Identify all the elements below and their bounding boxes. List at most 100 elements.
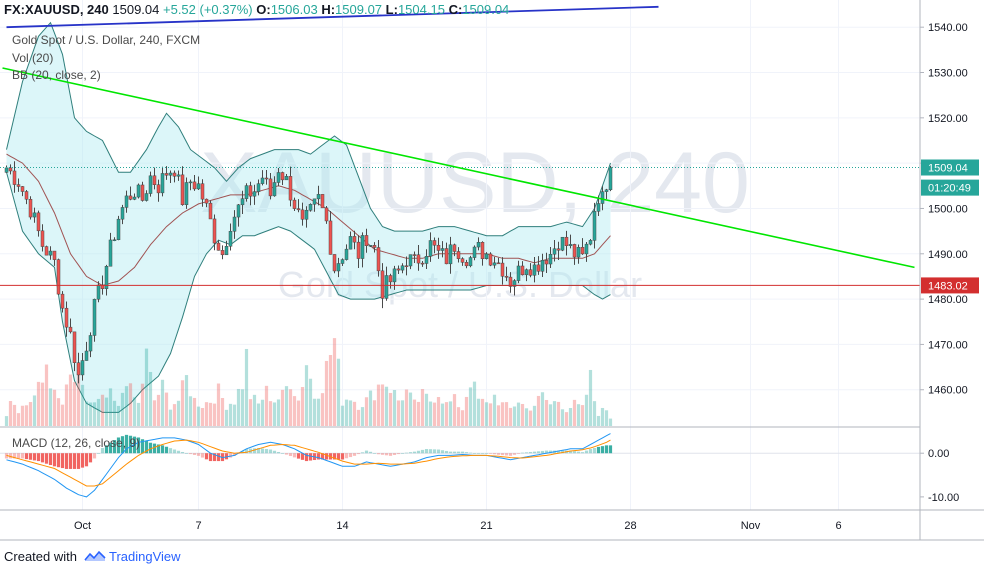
price-label-line: 1483.02	[921, 277, 979, 294]
macd-histogram-bar	[140, 439, 145, 454]
macd-histogram-bar	[572, 451, 577, 454]
volume-bar	[40, 382, 45, 426]
macd-histogram-bar	[80, 453, 85, 468]
candle-body	[516, 265, 521, 281]
macd-histogram-bar	[264, 449, 269, 454]
candle	[296, 199, 301, 213]
candle	[332, 254, 337, 274]
volume-bar	[232, 404, 237, 426]
trendline-blue	[6, 5, 659, 29]
volume-legend[interactable]: Vol (20)	[12, 51, 54, 65]
candle-body	[184, 182, 189, 205]
candle-body	[292, 199, 297, 209]
candle-body	[392, 268, 397, 283]
macd-histogram-bar	[244, 449, 249, 454]
price-change: +5.52 (+0.37%)	[163, 2, 253, 17]
candle-body	[192, 181, 197, 190]
macd-histogram-bar	[268, 449, 273, 454]
macd-histogram-bar	[560, 450, 565, 454]
macd-histogram-bar	[104, 445, 109, 454]
volume-bar	[576, 404, 581, 426]
volume-bar	[304, 365, 309, 426]
candle-body	[548, 253, 553, 265]
candle	[168, 170, 173, 184]
tradingview-brand[interactable]: TradingView	[109, 549, 181, 564]
candle-body	[172, 172, 177, 177]
volume-bar	[176, 400, 181, 426]
candle	[400, 263, 405, 274]
volume-bar	[580, 405, 585, 426]
volume-bar	[88, 402, 93, 426]
candle-body	[4, 167, 9, 173]
candle-body	[340, 259, 345, 264]
macd-histogram-bar	[528, 451, 533, 454]
candle-body	[68, 326, 73, 333]
volume-bar	[264, 385, 269, 426]
bb-legend[interactable]: BB (20, close, 2)	[12, 68, 101, 82]
macd-histogram-bar	[480, 453, 485, 454]
candle	[12, 161, 17, 193]
candle-body	[236, 204, 241, 218]
candle	[560, 236, 565, 252]
symbol-label[interactable]: FX:XAUUSD, 240	[4, 2, 109, 17]
time-tick-label: Oct	[74, 520, 91, 532]
macd-histogram-bar	[376, 453, 381, 455]
volume-bar	[296, 400, 301, 426]
price-label-text: 01:20:49	[928, 183, 971, 195]
macd-histogram-bar	[128, 435, 133, 454]
macd-histogram-bar	[476, 453, 481, 454]
macd-histogram-bar	[408, 452, 413, 454]
trendline-green	[2, 67, 915, 269]
macd-histogram-bar	[136, 437, 141, 454]
candle	[540, 253, 545, 278]
series-legend[interactable]: Gold Spot / U.S. Dollar, 240, FXCM	[12, 33, 201, 47]
macd-histogram-bar	[152, 443, 157, 454]
candle-body	[8, 167, 13, 172]
candle	[236, 203, 241, 227]
candle-body	[540, 260, 545, 272]
candle	[476, 237, 481, 251]
candle-body	[436, 244, 441, 251]
symbol-header: FX:XAUUSD, 240 1509.04 +5.52 (+0.37%) O:…	[4, 2, 509, 17]
macd-tick-label: 0.00	[928, 448, 949, 460]
candle	[412, 251, 417, 264]
candle-body	[256, 183, 261, 192]
volume-bar	[388, 392, 393, 426]
volume-bar	[196, 406, 201, 426]
macd-histogram-bar	[280, 453, 285, 454]
candle	[240, 190, 245, 215]
macd-histogram-bar	[300, 453, 305, 460]
candle	[564, 230, 569, 256]
candle	[356, 235, 361, 269]
volume-bar	[536, 395, 541, 426]
macd-histogram-bar	[460, 451, 465, 454]
macd-histogram-bar	[164, 446, 169, 454]
macd-histogram-bar	[208, 453, 213, 462]
candle-body	[228, 231, 233, 247]
candle	[64, 301, 69, 337]
macd-histogram-bar	[508, 453, 513, 456]
macd-legend[interactable]: MACD (12, 26, close, 9)	[12, 436, 141, 450]
macd-histogram-bar	[580, 452, 585, 454]
candle-body	[36, 212, 41, 232]
candle-body	[456, 251, 461, 259]
candle-body	[12, 170, 17, 185]
volume-bar	[292, 396, 297, 426]
macd-histogram-bar	[228, 453, 233, 458]
volume-bar	[108, 388, 113, 426]
volume-bar	[20, 405, 25, 426]
candle-body	[472, 246, 477, 258]
candle-body	[112, 239, 117, 241]
candle	[292, 197, 297, 212]
macd-histogram-bar	[488, 453, 493, 454]
grid	[0, 0, 920, 510]
macd-histogram-bar	[600, 446, 605, 454]
candle-body	[268, 178, 273, 197]
candle	[520, 261, 525, 276]
candle	[532, 256, 537, 283]
candle	[200, 179, 205, 207]
volume-bar	[340, 405, 345, 426]
volume-bar	[256, 403, 261, 426]
candle	[348, 231, 353, 250]
candle	[160, 166, 165, 197]
